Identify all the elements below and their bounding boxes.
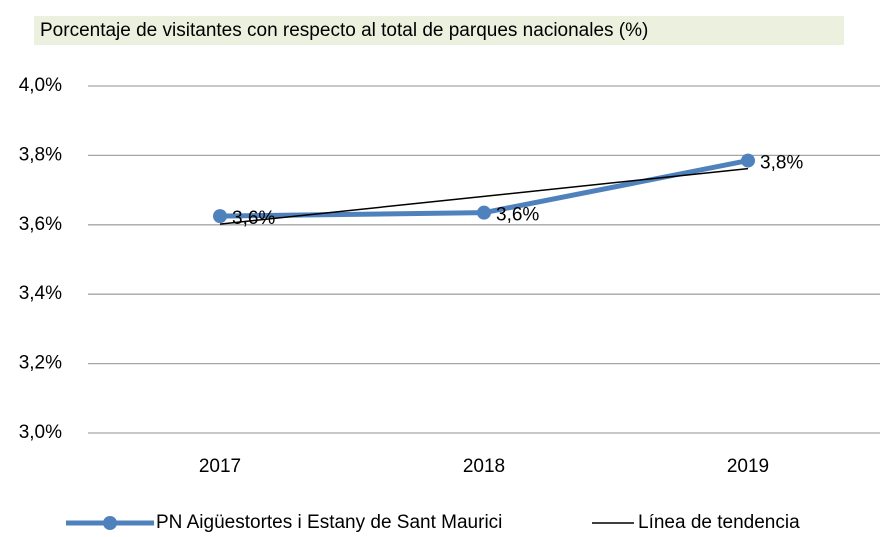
x-tick-label: 2019 (727, 456, 769, 477)
marker (213, 209, 227, 224)
x-tick-label: 2017 (199, 456, 241, 477)
marker (477, 205, 491, 220)
legend-label: Línea de tendencia (638, 512, 800, 533)
data-label: 3,6% (232, 208, 275, 229)
data-label: 3,8% (760, 153, 803, 174)
y-tick-label: 3,2% (19, 353, 62, 374)
legend-label: PN Aigüestortes i Estany de Sant Maurici (156, 512, 502, 533)
data-label: 3,6% (496, 205, 539, 226)
legend-marker (103, 516, 117, 530)
chart-title: Porcentaje de visitantes con respecto al… (40, 20, 648, 41)
trend-line (219, 167, 749, 225)
y-tick-label: 3,8% (19, 144, 62, 165)
y-tick-label: 3,0% (19, 422, 62, 443)
y-tick-label: 3,6% (19, 214, 62, 235)
y-tick-label: 4,0% (19, 75, 62, 96)
marker (741, 153, 755, 168)
x-tick-label: 2018 (463, 456, 505, 477)
y-tick-label: 3,4% (19, 283, 62, 304)
title-background (34, 16, 844, 45)
